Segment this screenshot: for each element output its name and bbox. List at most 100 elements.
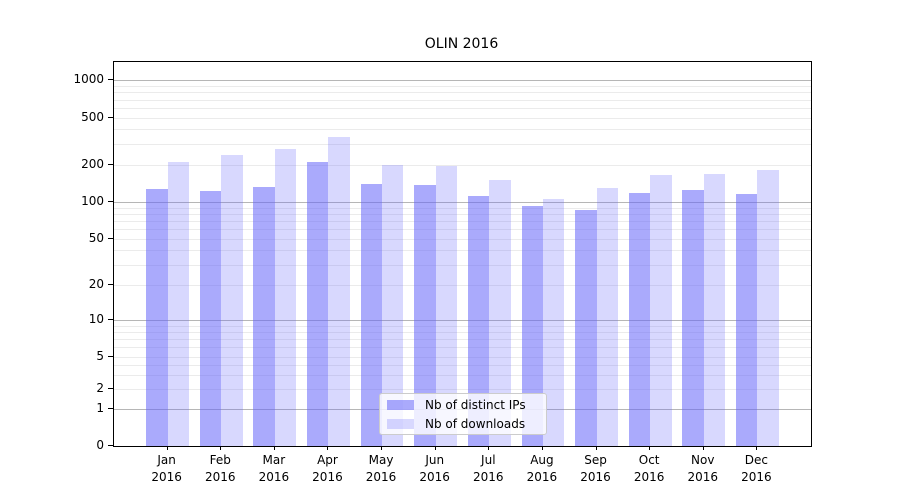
bar-downloads-dec bbox=[757, 170, 779, 446]
x-tick-mark bbox=[166, 446, 168, 450]
bar-downloads-feb bbox=[221, 155, 243, 446]
minor-gridline bbox=[114, 129, 811, 131]
bar-downloads-jul bbox=[489, 180, 511, 446]
minor-gridline bbox=[114, 99, 811, 101]
y-tick-label: 200 bbox=[81, 157, 104, 171]
bar-distinct-ips-oct bbox=[628, 192, 651, 446]
major-gridline bbox=[114, 320, 811, 322]
y-tick-label: 1 bbox=[96, 401, 104, 416]
bar-distinct-ips-may bbox=[360, 183, 383, 446]
x-tick-label-may: May 2016 bbox=[353, 452, 409, 486]
minor-gridline bbox=[114, 264, 811, 266]
x-tick-mark bbox=[381, 446, 383, 450]
bar-downloads-apr bbox=[328, 136, 350, 446]
bar-distinct-ips-mar bbox=[253, 186, 275, 446]
month-name: Mar bbox=[262, 453, 286, 467]
month-year: 2016 bbox=[633, 470, 665, 484]
y-tick-mark bbox=[108, 408, 113, 410]
minor-gridline bbox=[114, 249, 811, 251]
y-tick-mark bbox=[108, 356, 113, 357]
month-name: Dec bbox=[744, 453, 768, 467]
legend-item-downloads: Nb of downloads bbox=[387, 417, 538, 431]
month-year: 2016 bbox=[687, 470, 719, 484]
month-year: 2016 bbox=[365, 470, 397, 484]
month-name: May bbox=[368, 453, 394, 467]
plot-area bbox=[113, 61, 812, 447]
x-tick-mark bbox=[702, 446, 704, 450]
month-name: Jun bbox=[425, 453, 445, 467]
minor-gridline bbox=[114, 165, 811, 166]
x-tick-mark bbox=[220, 446, 222, 450]
x-tick-mark bbox=[273, 446, 275, 450]
minor-gridline bbox=[114, 332, 811, 334]
y-tick-mark bbox=[108, 201, 113, 203]
x-tick-label-dec: Dec 2016 bbox=[728, 452, 784, 486]
y-tick-label: 100 bbox=[81, 194, 104, 209]
minor-gridline bbox=[114, 207, 811, 209]
x-tick-label-feb: Feb 2016 bbox=[192, 452, 248, 486]
bar-distinct-ips-aug bbox=[521, 206, 543, 446]
minor-gridline bbox=[114, 214, 811, 216]
x-tick-label-jun: Jun 2016 bbox=[407, 452, 463, 486]
y-tick-label: 1000 bbox=[73, 72, 104, 87]
bar-distinct-ips-nov bbox=[682, 189, 704, 446]
month-name: Sep bbox=[584, 453, 607, 467]
bar-distinct-ips-sep bbox=[575, 209, 597, 446]
bar-downloads-aug bbox=[542, 198, 565, 446]
month-year: 2016 bbox=[258, 470, 290, 484]
x-tick-label-nov: Nov 2016 bbox=[675, 452, 731, 486]
minor-gridline bbox=[114, 375, 811, 376]
minor-gridline bbox=[114, 85, 811, 87]
month-year: 2016 bbox=[526, 470, 558, 484]
y-tick-mark bbox=[108, 319, 113, 321]
bar-distinct-ips-jun bbox=[414, 184, 436, 446]
month-name: Aug bbox=[530, 453, 554, 467]
bar-downloads-oct bbox=[650, 175, 672, 446]
month-year: 2016 bbox=[473, 470, 504, 484]
x-tick-mark bbox=[649, 446, 651, 450]
x-tick-label-oct: Oct 2016 bbox=[621, 452, 677, 486]
y-tick-mark bbox=[108, 284, 113, 285]
y-tick-mark bbox=[108, 116, 113, 118]
x-tick-mark bbox=[756, 446, 758, 450]
minor-gridline bbox=[114, 229, 811, 231]
y-tick-mark bbox=[108, 388, 113, 390]
x-tick-mark bbox=[595, 446, 597, 450]
month-name: Jan bbox=[157, 453, 176, 467]
y-tick-mark bbox=[108, 79, 113, 81]
legend-label-distinct-ips: Nb of distinct IPs bbox=[425, 397, 526, 412]
y-tick-label: 50 bbox=[88, 230, 104, 245]
x-tick-mark bbox=[327, 446, 329, 450]
bar-distinct-ips-apr bbox=[307, 161, 329, 446]
x-tick-label-mar: Mar 2016 bbox=[246, 452, 302, 486]
bar-downloads-jun bbox=[435, 165, 458, 446]
bar-distinct-ips-jan bbox=[146, 189, 168, 446]
month-name: Feb bbox=[209, 453, 231, 467]
legend-label-downloads: Nb of downloads bbox=[425, 416, 526, 431]
x-tick-label-aug: Aug 2016 bbox=[514, 452, 570, 486]
month-year: 2016 bbox=[419, 470, 450, 484]
minor-gridline bbox=[114, 389, 811, 391]
y-tick-label: 2 bbox=[96, 381, 104, 396]
minor-gridline bbox=[114, 238, 811, 240]
x-tick-label-apr: Apr 2016 bbox=[299, 452, 355, 486]
major-gridline bbox=[114, 80, 811, 82]
month-year: 2016 bbox=[151, 470, 182, 484]
month-name: Nov bbox=[691, 453, 715, 467]
major-gridline bbox=[114, 202, 811, 204]
minor-gridline bbox=[114, 364, 811, 366]
chart-title: OLIN 2016 bbox=[424, 36, 499, 52]
month-year: 2016 bbox=[312, 470, 343, 484]
x-tick-mark bbox=[488, 446, 490, 450]
month-name: Apr bbox=[317, 453, 338, 467]
minor-gridline bbox=[114, 357, 811, 358]
bar-downloads-may bbox=[382, 165, 404, 446]
legend-swatch-downloads bbox=[387, 418, 414, 429]
minor-gridline bbox=[114, 325, 811, 327]
legend-item-distinct-ips: Nb of distinct IPs bbox=[387, 398, 538, 412]
x-tick-label-jul: Jul 2016 bbox=[460, 452, 516, 486]
y-tick-label: 0 bbox=[96, 438, 104, 452]
legend-swatch-distinct-ips bbox=[387, 399, 414, 410]
y-tick-label: 500 bbox=[81, 109, 104, 124]
